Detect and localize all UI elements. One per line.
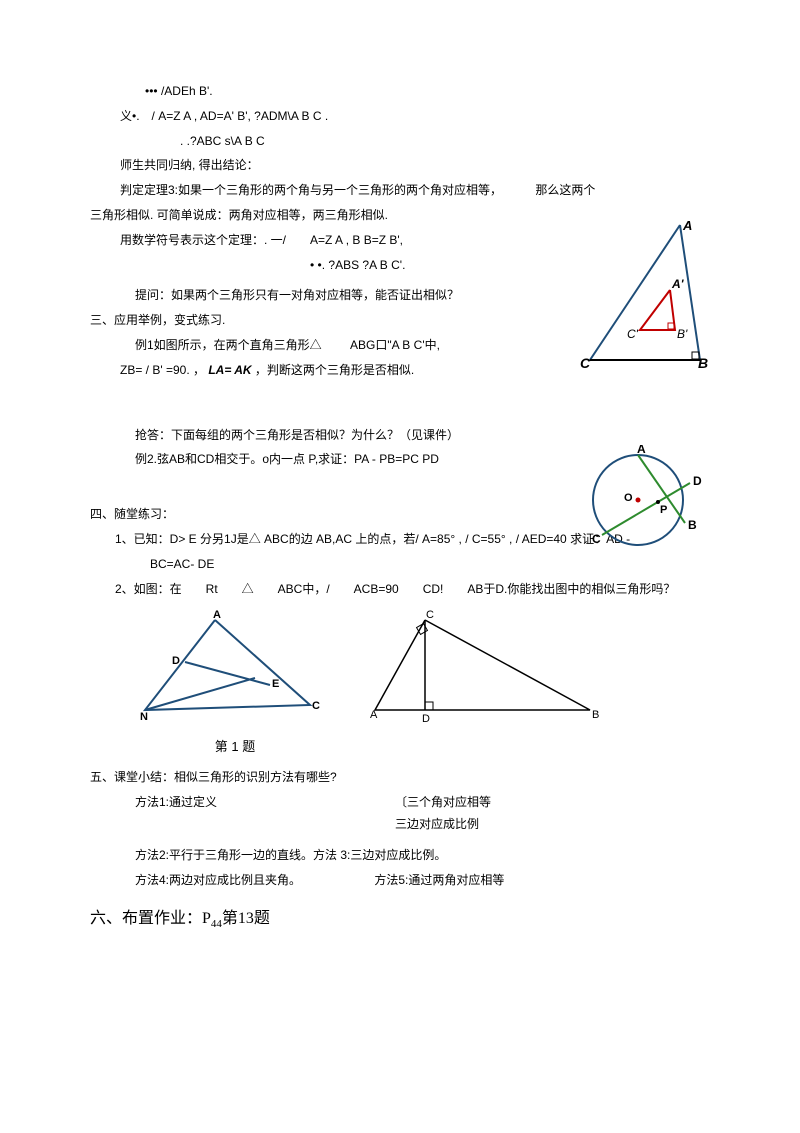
homework-title: 六、布置作业：P xyxy=(90,910,211,927)
quick-answer: 抢答：下面每组的两个三角形是否相似？为什么？（见课件） xyxy=(90,424,710,447)
figure-circle-chords: A D B C O P xyxy=(580,445,705,555)
fig1-N: N xyxy=(140,711,148,723)
ex1-text-b: ABG口"A B C'中, xyxy=(350,338,440,352)
label-A-circle: A xyxy=(637,445,646,456)
fig1-D: D xyxy=(172,655,180,667)
proof-line-2: 义•. / A=Z A , AD=A' B', ?ADM\A B C . xyxy=(90,105,710,128)
fig2-A: A xyxy=(370,709,378,721)
section-5-title: 五、课堂小结：相似三角形的识别方法有哪些? xyxy=(90,766,710,789)
method-1b: 三边对应成比例 xyxy=(395,813,479,836)
proof-line-3: . .?ABC s\A B C xyxy=(90,130,710,153)
method-1a: 〔三个角对应相等 xyxy=(395,791,491,814)
ex1-text-c: ZB= / B' =90. ， xyxy=(120,363,205,377)
label-C-circle: C xyxy=(592,532,601,546)
ex1-text-e: ，判断这两个三角形是否相似. xyxy=(255,363,414,377)
label-C: C xyxy=(580,355,591,370)
fig2-D: D xyxy=(422,713,430,725)
proof-line-1: ••• /ADEh B'. xyxy=(90,80,710,103)
homework-sub: 44 xyxy=(211,918,222,930)
ex1-text-a: 例1如图所示，在两个直角三角形△ xyxy=(135,338,322,352)
practice-2: 2、如图：在 Rt △ ABC中，/ ACB=90 CD! AB于D.你能找出图… xyxy=(90,578,710,601)
fig1-A: A xyxy=(213,610,221,621)
method-5: 方法5:通过两角对应相等 xyxy=(374,873,504,887)
section-6-homework: 六、布置作业：P44第13题 xyxy=(90,904,710,935)
ex1-text-d: LA= AK xyxy=(208,363,251,377)
label-Bp: B' xyxy=(677,327,688,341)
fig2-B: B xyxy=(592,709,599,721)
summary-intro: 师生共同归纳, 得出结论： xyxy=(90,154,710,177)
label-D-circle: D xyxy=(693,474,702,488)
label-Ap: A' xyxy=(671,277,685,291)
practice-1b: BC=AC- DE xyxy=(90,553,710,576)
figure-practice-2: C A D B xyxy=(370,610,600,759)
theorem-3a: 判定定理3:如果一个三角形的两个角与另一个三角形的两个角对应相等， xyxy=(120,183,502,197)
method-4-5: 方法4:两边对应成比例且夹角。 方法5:通过两角对应相等 xyxy=(90,869,710,892)
label-P: P xyxy=(660,504,667,516)
label-B-circle: B xyxy=(688,518,697,532)
label-O: O xyxy=(624,492,633,504)
fig2-C: C xyxy=(426,610,434,621)
method-1: 方法1:通过定义 xyxy=(135,791,395,814)
fig1-caption: 第 1 题 xyxy=(140,735,330,760)
theorem-3b: 那么这两个 xyxy=(535,179,595,202)
method-4: 方法4:两边对应成比例且夹角。 xyxy=(135,873,301,887)
theorem-3: 判定定理3:如果一个三角形的两个角与另一个三角形的两个角对应相等， 那么这两个 xyxy=(90,179,710,202)
fig1-E: E xyxy=(272,678,279,690)
method-2-3: 方法2:平行于三角形一边的直线。方法 3:三边对应成比例。 xyxy=(90,844,710,867)
figure-triangle-similar: A A' C' B' C B xyxy=(580,220,710,370)
homework-rest: 第13题 xyxy=(222,910,270,927)
fig1-C: C xyxy=(312,700,320,712)
figure-practice-1: A D E N C 第 1 题 xyxy=(140,610,330,759)
label-B: B xyxy=(698,355,708,370)
label-Cp: C' xyxy=(627,327,639,341)
figure-row: A D E N C 第 1 题 C A D B xyxy=(140,610,710,759)
label-A: A xyxy=(682,220,692,233)
